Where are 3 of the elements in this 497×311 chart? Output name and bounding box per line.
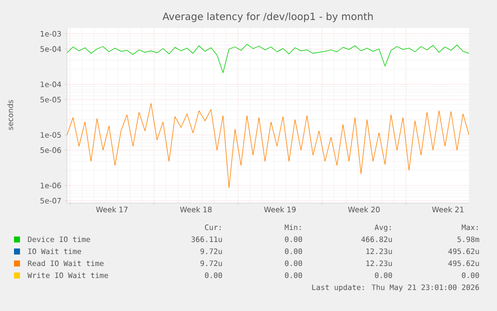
line-series — [67, 103, 470, 188]
line-series — [67, 44, 470, 73]
chart-title: Average latency for /dev/loop1 - by month — [162, 12, 373, 22]
